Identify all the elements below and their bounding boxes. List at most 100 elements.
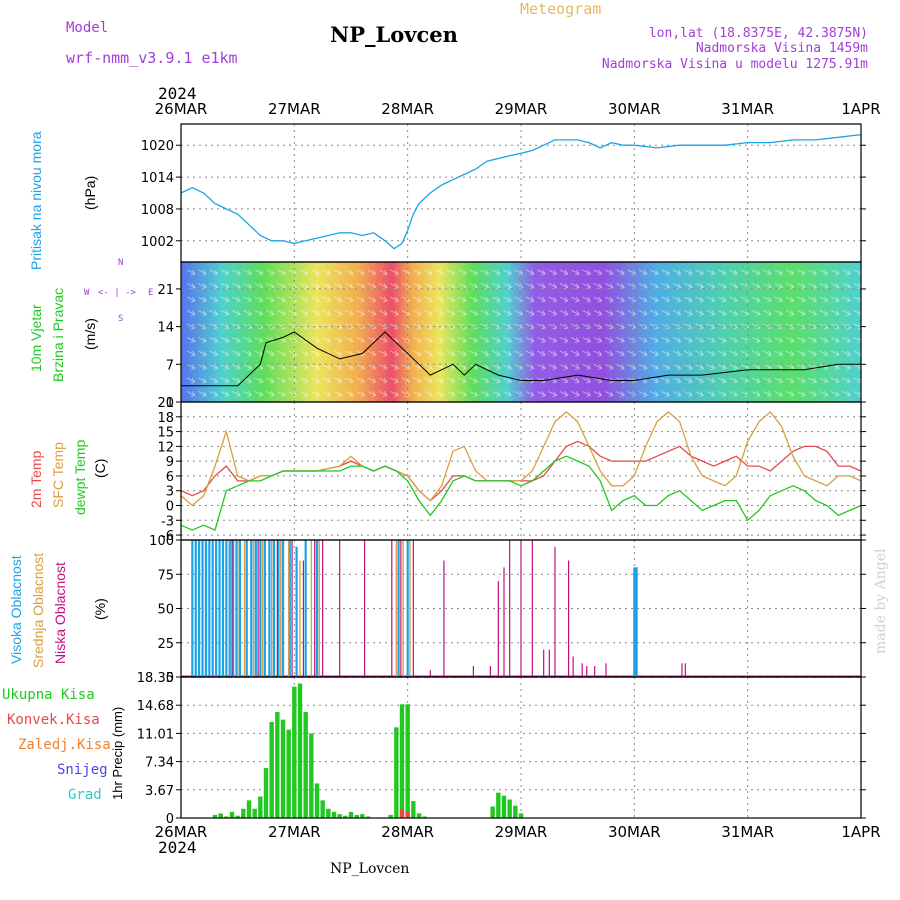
wind-arrow xyxy=(672,350,682,357)
wind-arrow xyxy=(650,391,659,397)
precip-total-bar xyxy=(394,727,399,818)
wind-arrow xyxy=(333,310,343,316)
wind-arrow xyxy=(322,296,331,303)
wind-arrow xyxy=(604,283,614,289)
wind-arrow xyxy=(322,337,331,343)
wind-arrow xyxy=(254,310,264,316)
wind-arrow xyxy=(198,337,207,343)
wind-arrow xyxy=(491,337,501,343)
wind-arrow xyxy=(785,296,795,303)
wind-arrow xyxy=(243,296,252,303)
wind-arrow xyxy=(604,269,614,276)
wind-arrow xyxy=(469,310,478,316)
precip-total-bar xyxy=(348,811,354,818)
wind-arrow xyxy=(491,296,501,303)
wind-arrow xyxy=(593,364,603,370)
wind-arrow xyxy=(424,364,433,370)
wind-arrow xyxy=(480,269,490,276)
wind-arrow xyxy=(684,364,693,370)
wind-arrow xyxy=(480,323,490,330)
wind-arrow xyxy=(717,337,727,343)
wind-arrow xyxy=(458,323,467,330)
wind-arrow xyxy=(842,283,851,289)
wind-arrow xyxy=(243,323,252,330)
wind-arrow xyxy=(729,296,738,303)
wind-arrow xyxy=(469,337,478,343)
wind-arrow xyxy=(220,350,230,357)
wind-arrow xyxy=(582,350,591,357)
wind-arrow xyxy=(661,323,670,330)
low-cloud-bar xyxy=(581,663,583,677)
wind-arrow xyxy=(458,364,467,370)
model-value: wrf-nmm_v3.9.1 e1km xyxy=(66,49,238,67)
wind-arrow xyxy=(830,323,840,330)
wind-arrow xyxy=(299,364,309,370)
wind-arrow xyxy=(265,391,275,397)
wind-arrow xyxy=(198,377,207,384)
wind-arrow xyxy=(548,350,557,357)
wind-arrow xyxy=(254,350,264,357)
wind-arrow xyxy=(785,377,795,384)
wind-arrow xyxy=(503,269,512,276)
wind-arrow xyxy=(311,296,320,303)
wind-arrow xyxy=(684,323,693,330)
wind-arrow xyxy=(333,296,343,303)
wind-arrow xyxy=(548,323,557,330)
wind-arrow xyxy=(345,391,354,397)
low-cloud-bar xyxy=(314,540,316,677)
wind-arrow xyxy=(367,323,377,330)
wind-arrow xyxy=(378,323,388,330)
low-cloud-bar xyxy=(276,540,278,677)
wind-arrow xyxy=(830,269,840,276)
precip-total-bar xyxy=(314,783,320,818)
y-tick-label: 14 xyxy=(157,321,174,336)
wind-arrow xyxy=(356,296,365,303)
wind-arrow xyxy=(356,377,365,384)
precip-total-bar xyxy=(343,815,348,818)
wind-arrow xyxy=(198,364,207,370)
wind-arrow xyxy=(672,310,682,316)
wind-arrow xyxy=(819,296,829,303)
wind-arrow xyxy=(797,350,806,357)
wind-arrow xyxy=(299,296,309,303)
wind-arrow xyxy=(491,283,501,289)
wind-arrow xyxy=(277,391,286,397)
wind-arrow xyxy=(209,323,218,330)
wind-arrow xyxy=(390,364,399,370)
precip-conv-label: Konvek.Kisa xyxy=(7,712,100,728)
year-top: 2024 xyxy=(158,84,197,103)
precip-total-bar xyxy=(399,704,405,818)
wind-arrow xyxy=(548,391,557,397)
wind-arrow xyxy=(672,269,682,276)
wind-arrow xyxy=(548,269,557,276)
wind-arrow xyxy=(808,377,817,384)
wind-arrow xyxy=(751,283,761,289)
wind-arrow xyxy=(559,310,569,316)
y-tick-label: 100 xyxy=(149,534,174,549)
compass-n: N xyxy=(118,258,124,268)
y-tick-label: 3.67 xyxy=(145,784,174,799)
wind-arrow xyxy=(627,269,637,276)
high-cloud-bar xyxy=(272,540,276,677)
wind-arrow xyxy=(717,391,727,397)
wind-arrow xyxy=(491,310,501,316)
precip-total-bar xyxy=(360,814,365,818)
model-altitude-text: Nadmorska Visina u modelu 1275.91m xyxy=(601,57,868,72)
wind-arrow xyxy=(537,337,546,343)
y-tick-label: 25 xyxy=(157,637,174,652)
wind-arrow xyxy=(220,364,230,370)
wind-arrow xyxy=(774,283,783,289)
wind-arrow xyxy=(684,269,693,276)
wind-arrow xyxy=(469,283,478,289)
wind-arrow xyxy=(684,283,693,289)
wind-arrow xyxy=(424,310,433,316)
wind-arrow xyxy=(830,310,840,316)
wind-arrow xyxy=(435,323,444,330)
wind-arrow xyxy=(638,310,648,316)
wind-arrow xyxy=(378,350,388,357)
wind-arrow xyxy=(299,269,309,276)
wind-arrow xyxy=(209,377,218,384)
wind-arrow xyxy=(604,323,614,330)
wind-arrow xyxy=(559,364,569,370)
wind-arrow xyxy=(525,337,535,343)
